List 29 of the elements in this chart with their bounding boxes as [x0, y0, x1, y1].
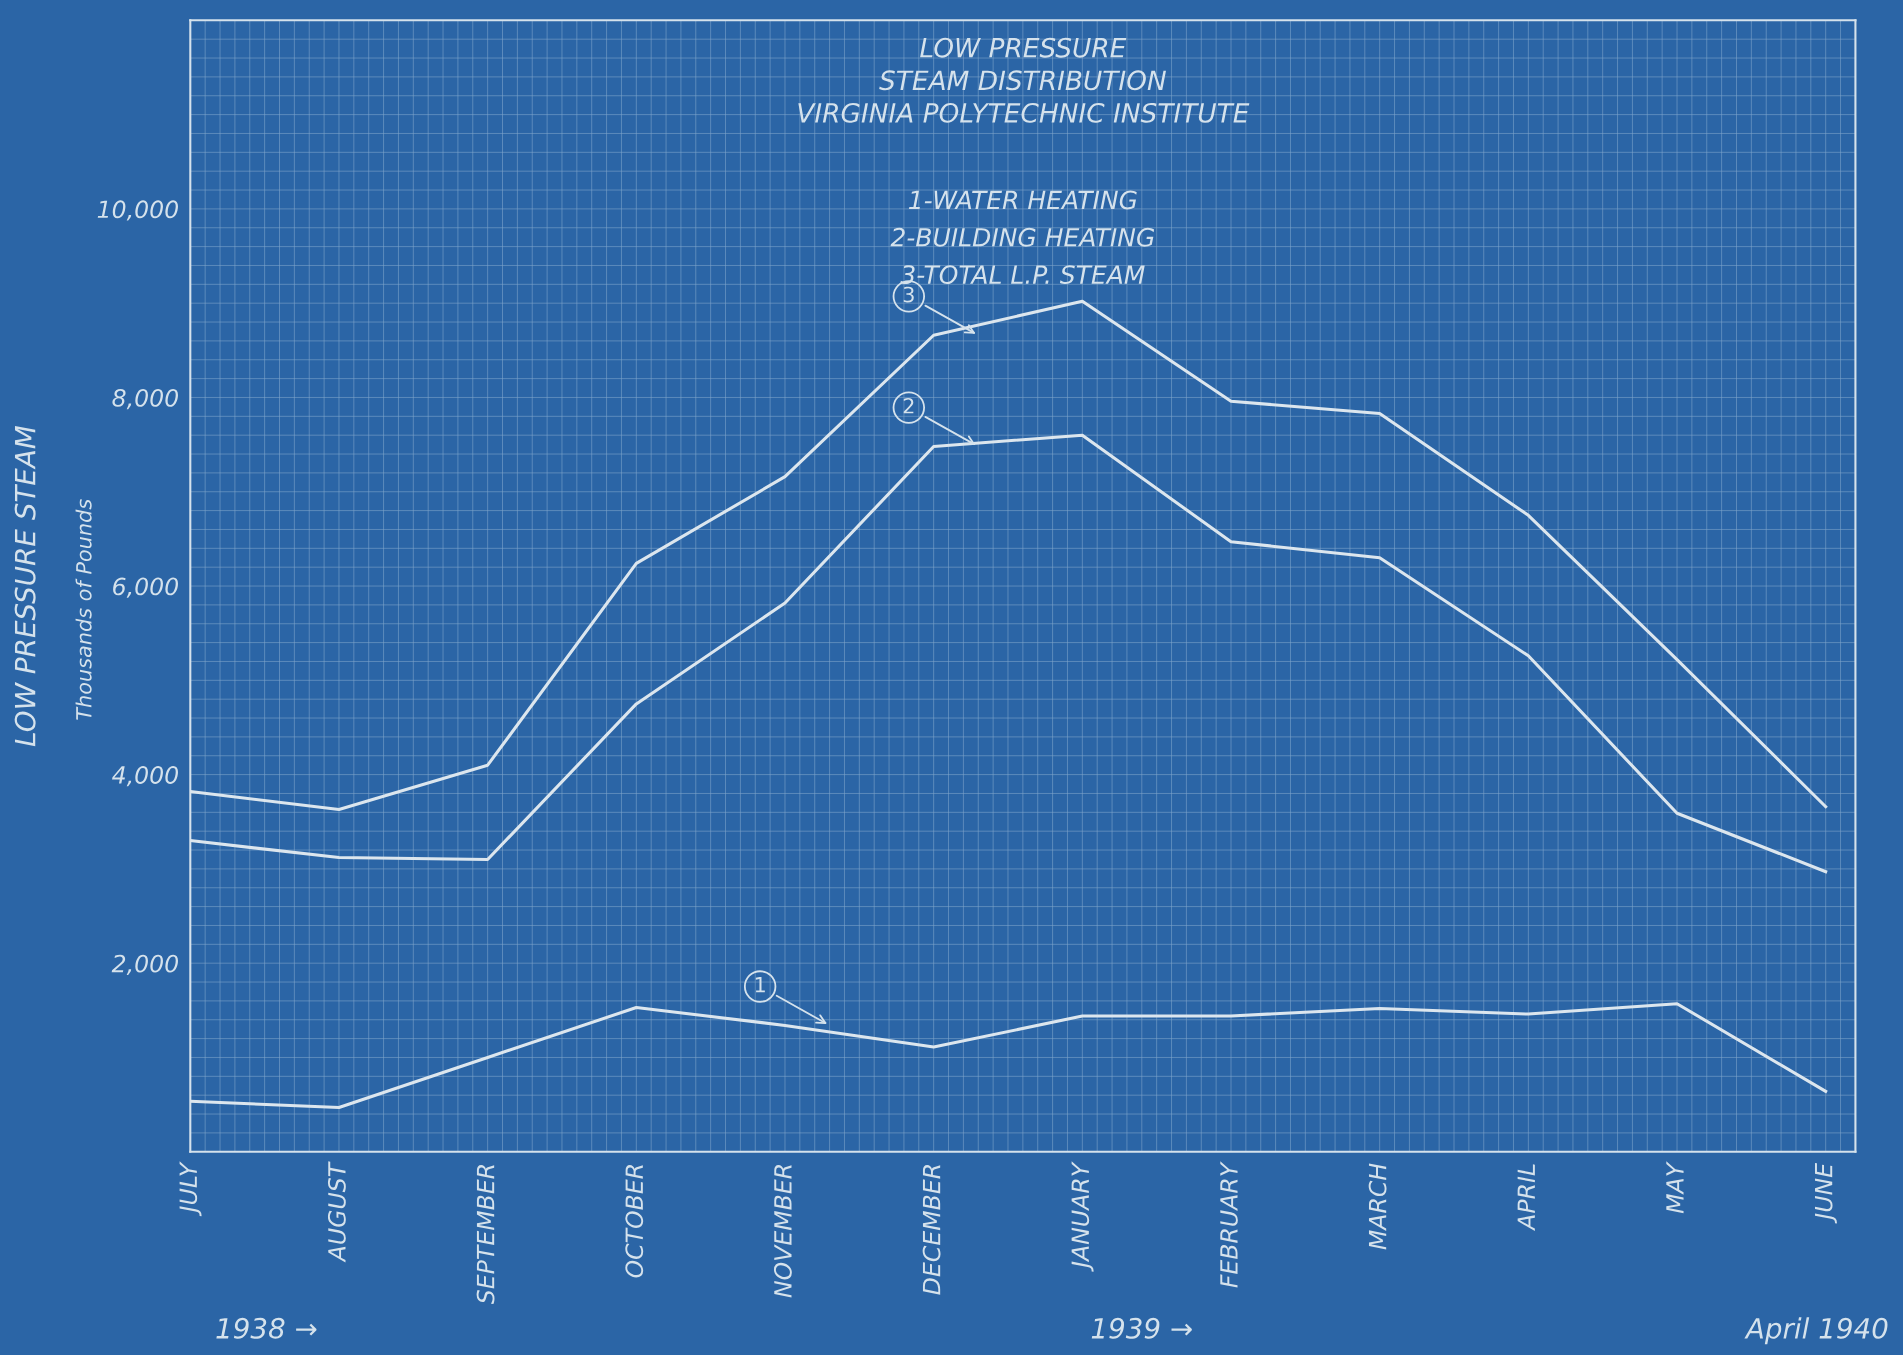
x-tick-label: APRIL — [1517, 1164, 1535, 1232]
text: 1938 → — [216, 1317, 317, 1339]
text: 1939 → — [1091, 1317, 1192, 1339]
y-axis-title: LOW PRESSURE STEAM — [14, 425, 36, 747]
annotation: 2-BUILDING HEATING — [890, 227, 1155, 247]
annotation: 2 — [903, 397, 914, 414]
x-tick-label: DECEMBER — [922, 1165, 941, 1295]
x-tick-label: JULY — [179, 1161, 202, 1217]
annotation: 3-TOTAL L.P. STEAM — [900, 265, 1145, 285]
annotation: 1-WATER HEATING — [908, 190, 1137, 210]
x-tick-label: SEPTEMBER — [476, 1165, 495, 1305]
y-tick-label: 4,000 — [112, 766, 178, 787]
annotation: 3 — [903, 286, 914, 303]
text: April 1940 — [1744, 1317, 1888, 1345]
x-tick-label: FEBRUARY — [1220, 1161, 1238, 1288]
x-tick-label: AUGUST — [327, 1161, 346, 1263]
y-tick-label: 8,000 — [112, 388, 178, 410]
x-tick-label: MARCH — [1368, 1163, 1387, 1250]
x-tick-label: JUNE — [1814, 1162, 1837, 1224]
x-tick-label: MAY — [1666, 1161, 1684, 1214]
y-tick-label: 10,000 — [97, 200, 178, 221]
annotation: 1 — [755, 977, 765, 993]
x-tick-label: JANUARY — [1071, 1161, 1094, 1272]
text: Thousands of Pounds — [75, 499, 92, 720]
text: LOW PRESSURE STEAM DISTRIBUTION VIRGINIA POLYTECHNIC INSTITUTE — [798, 37, 1250, 123]
x-tick-label: OCTOBER — [625, 1165, 644, 1278]
y-tick-label: 2,000 — [111, 954, 178, 975]
x-tick-label: NOVEMBER — [773, 1165, 792, 1298]
y-tick-label: 6,000 — [113, 577, 178, 598]
